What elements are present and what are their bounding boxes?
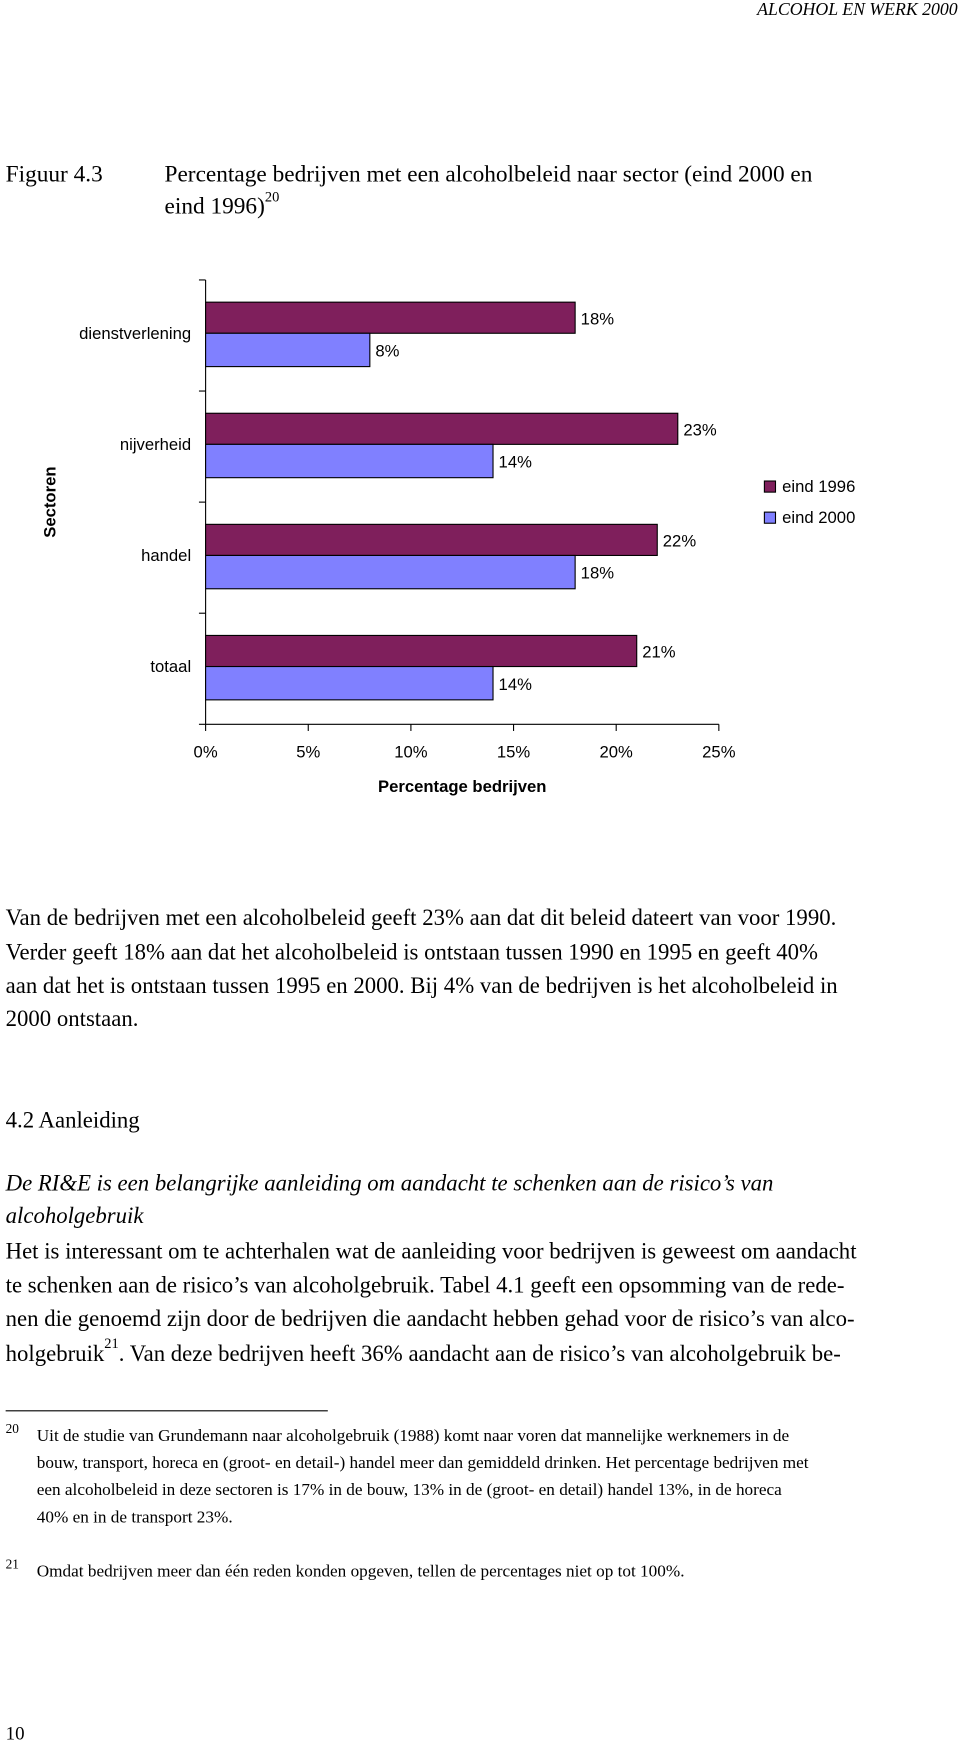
y-tick-label: nijverheid [120,435,191,454]
x-tick-label: 25% [702,743,736,762]
section-heading: 4.2 Aanleiding [6,1107,140,1132]
x-tick-label: 20% [600,743,634,762]
body-text: . Van deze bedrijven heeft 36% aandacht … [119,1341,841,1366]
footnote-line: bouw, transport, horeca en (groot- en de… [37,1453,809,1472]
paragraph-line: aan dat het is ontstaan tussen 1995 en 2… [6,973,839,998]
footnote-line: 40% en in de transport 23%. [37,1507,233,1526]
paragraph-line: Verder geeft 18% aan dat het alcoholbele… [6,940,818,965]
caption-text: eind 1996) [165,194,265,220]
footnote-marker: 21 [6,1557,19,1572]
body-text: holgebruik [6,1341,105,1366]
footnote-line: Uit de studie van Grundemann naar alcoho… [37,1426,790,1445]
bar [205,332,371,368]
footnote-marker: 20 [6,1421,20,1436]
legend-swatch [763,480,777,493]
footnote-line: Omdat bedrijven meer dan één reden konde… [37,1561,685,1580]
value-label: 14% [499,453,533,472]
paragraph-line: 2000 ontstaan. [6,1006,139,1031]
italic-heading: alcoholgebruik [6,1203,145,1228]
y-tick-label: dienstverlening [79,324,191,343]
x-axis-title: Percentage bedrijven [378,777,546,796]
bar [205,554,576,590]
italic-heading: De RI&E is een belangrijke aanleiding om… [5,1171,774,1196]
running-header: ALCOHOL EN WERK 2000 [756,0,958,19]
y-tick-label: handel [141,546,191,565]
body-line: nen die genoemd zijn door de bedrijven d… [6,1306,855,1331]
legend-swatch [763,511,777,524]
bar [205,523,658,557]
value-label: 22% [663,532,697,551]
figure-caption: eind 1996)20 [165,190,280,220]
value-label: 14% [499,675,533,694]
legend-label: eind 2000 [782,508,855,527]
footnote-ref: 21 [104,1336,118,1352]
value-label: 18% [581,309,615,328]
value-label: 8% [375,342,399,361]
y-axis-title: Sectoren [41,466,60,537]
figure-label: Figuur 4.3 [6,161,103,187]
footnote-ref: 20 [265,190,279,206]
paragraph-line: Van de bedrijven met een alcoholbeleid g… [6,905,837,930]
page-number: 10 [6,1724,25,1743]
footnote-line: een alcoholbeleid in deze sectoren is 17… [37,1480,782,1499]
bar [205,443,494,479]
value-label: 21% [642,643,676,662]
bar [205,412,679,445]
body-line: holgebruik21. Van deze bedrijven heeft 3… [6,1336,841,1365]
x-tick-label: 15% [497,743,531,762]
y-tick-label: totaal [150,657,191,676]
value-label: 18% [581,564,615,583]
bar [205,301,576,334]
x-tick-label: 10% [394,743,428,762]
body-line: te schenken aan de risico’s van alcoholg… [6,1272,845,1297]
legend-label: eind 1996 [782,477,855,496]
body-line: Het is interessant om te achterhalen wat… [6,1238,858,1263]
x-tick-label: 5% [296,743,320,762]
x-tick-label: 0% [194,743,218,762]
value-label: 23% [683,420,717,439]
bar [205,665,494,701]
figure-caption: Percentage bedrijven met een alcoholbele… [165,161,813,187]
bar [205,634,638,668]
